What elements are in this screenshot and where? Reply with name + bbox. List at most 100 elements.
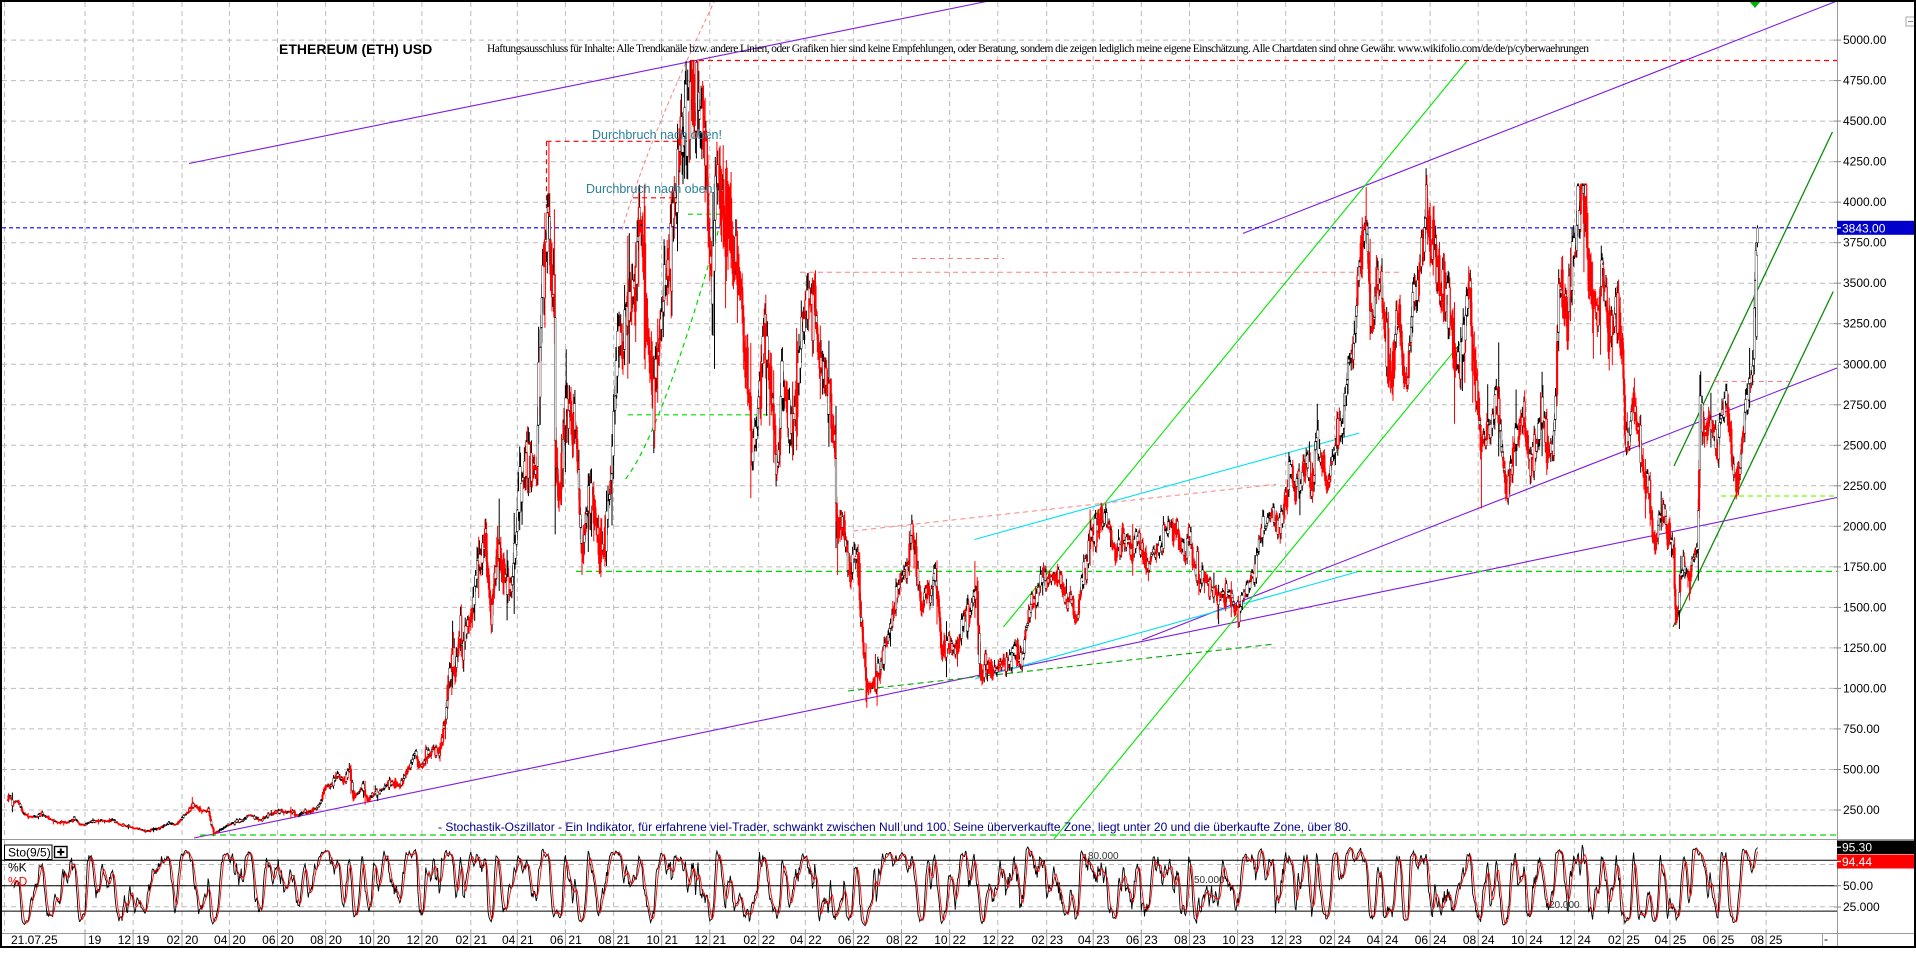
svg-text:04: 04: [790, 933, 804, 947]
svg-text:04: 04: [1078, 933, 1092, 947]
svg-text:12: 12: [694, 933, 708, 947]
svg-text:08: 08: [1174, 933, 1188, 947]
svg-text:06: 06: [838, 933, 852, 947]
svg-text:4750.00: 4750.00: [1843, 74, 1887, 88]
svg-text:23: 23: [1193, 933, 1207, 947]
svg-text:08: 08: [310, 933, 324, 947]
svg-text:25: 25: [1673, 933, 1687, 947]
svg-text:22: 22: [762, 933, 776, 947]
svg-text:22: 22: [856, 933, 870, 947]
svg-text:1000.00: 1000.00: [1843, 681, 1887, 695]
svg-text:23: 23: [1096, 933, 1110, 947]
svg-text:22: 22: [808, 933, 822, 947]
svg-text:- Stochastik-Oszillator - Ein: - Stochastik-Oszillator - Ein Indikator,…: [438, 820, 1351, 834]
svg-text:20: 20: [185, 933, 199, 947]
svg-text:3500.00: 3500.00: [1843, 276, 1887, 290]
svg-text:20: 20: [329, 933, 343, 947]
svg-text:20: 20: [377, 933, 391, 947]
svg-text:24: 24: [1433, 933, 1447, 947]
svg-text:2500.00: 2500.00: [1843, 438, 1887, 452]
svg-text:08: 08: [886, 933, 900, 947]
svg-text:10: 10: [1222, 933, 1236, 947]
svg-text:12: 12: [407, 933, 421, 947]
svg-text:02: 02: [167, 933, 181, 947]
svg-text:2250.00: 2250.00: [1843, 479, 1887, 493]
svg-text:21: 21: [474, 933, 488, 947]
svg-text:23: 23: [1050, 933, 1064, 947]
svg-text:80.000: 80.000: [1088, 851, 1119, 862]
svg-text:19: 19: [136, 933, 150, 947]
svg-text:Sto(9/5): Sto(9/5): [8, 846, 51, 860]
svg-text:24: 24: [1529, 933, 1543, 947]
svg-text:94.44: 94.44: [1842, 855, 1872, 869]
svg-text:06: 06: [550, 933, 564, 947]
svg-text:12: 12: [1270, 933, 1284, 947]
svg-text:250.00: 250.00: [1843, 803, 1880, 817]
svg-text:02: 02: [1608, 933, 1622, 947]
svg-text:24: 24: [1385, 933, 1399, 947]
svg-text:24: 24: [1577, 933, 1591, 947]
svg-text:20: 20: [232, 933, 246, 947]
svg-text:1250.00: 1250.00: [1843, 641, 1887, 655]
svg-text:3000.00: 3000.00: [1843, 357, 1887, 371]
svg-text:24: 24: [1481, 933, 1495, 947]
svg-text:04: 04: [1655, 933, 1669, 947]
svg-text:500.00: 500.00: [1843, 763, 1880, 777]
svg-text:22: 22: [905, 933, 919, 947]
svg-text:25: 25: [1769, 933, 1783, 947]
svg-text:750.00: 750.00: [1843, 722, 1880, 736]
svg-text:04: 04: [502, 933, 516, 947]
svg-text:4250.00: 4250.00: [1843, 155, 1887, 169]
svg-text:06: 06: [1126, 933, 1140, 947]
svg-text:5000.00: 5000.00: [1843, 33, 1887, 47]
svg-text:12: 12: [1559, 933, 1573, 947]
svg-text:%K: %K: [8, 861, 27, 875]
svg-text:02: 02: [1031, 933, 1045, 947]
svg-text:08: 08: [1751, 933, 1765, 947]
svg-text:1750.00: 1750.00: [1843, 560, 1887, 574]
svg-text:ETHEREUM (ETH) USD: ETHEREUM (ETH) USD: [279, 41, 432, 57]
svg-text:25: 25: [1626, 933, 1640, 947]
svg-text:3250.00: 3250.00: [1843, 317, 1887, 331]
svg-text:21: 21: [617, 933, 631, 947]
svg-text:21: 21: [520, 933, 534, 947]
svg-text:10: 10: [1511, 933, 1525, 947]
svg-text:4000.00: 4000.00: [1843, 195, 1887, 209]
svg-text:50.000: 50.000: [1194, 875, 1225, 886]
svg-text:Haftungsausschluss für Inhalte: Haftungsausschluss für Inhalte: Alle Tre…: [487, 43, 1589, 55]
svg-text:04: 04: [214, 933, 228, 947]
svg-text:2750.00: 2750.00: [1843, 398, 1887, 412]
svg-text:21: 21: [713, 933, 727, 947]
svg-text:06: 06: [1703, 933, 1717, 947]
svg-text:06: 06: [1415, 933, 1429, 947]
svg-text:22: 22: [953, 933, 967, 947]
svg-text:20.000: 20.000: [1549, 900, 1580, 911]
svg-text:10: 10: [358, 933, 372, 947]
svg-text:Durchbruch nach oben!: Durchbruch nach oben!: [592, 128, 722, 142]
svg-text:23: 23: [1289, 933, 1303, 947]
svg-text:23: 23: [1241, 933, 1255, 947]
svg-text:20: 20: [281, 933, 295, 947]
svg-text:50.00: 50.00: [1843, 879, 1873, 893]
svg-text:10: 10: [646, 933, 660, 947]
svg-text:08: 08: [598, 933, 612, 947]
svg-text:22: 22: [1001, 933, 1015, 947]
svg-text:2000.00: 2000.00: [1843, 519, 1887, 533]
svg-text:06: 06: [262, 933, 276, 947]
svg-text:Durchbruch nach oben!: Durchbruch nach oben!: [586, 182, 716, 196]
svg-text:25.000: 25.000: [1843, 900, 1880, 914]
svg-text:21: 21: [665, 933, 679, 947]
svg-text:%D: %D: [8, 875, 28, 889]
svg-text:23: 23: [1144, 933, 1158, 947]
svg-text:08: 08: [1463, 933, 1477, 947]
svg-text:4500.00: 4500.00: [1843, 114, 1887, 128]
svg-text:3750.00: 3750.00: [1843, 236, 1887, 250]
svg-text:-: -: [1824, 932, 1828, 946]
svg-text:20: 20: [425, 933, 439, 947]
svg-text:02: 02: [455, 933, 469, 947]
svg-text:21.07.25: 21.07.25: [11, 933, 58, 947]
svg-text:10: 10: [934, 933, 948, 947]
svg-text:3843.00: 3843.00: [1842, 222, 1886, 236]
svg-text:19: 19: [88, 933, 102, 947]
svg-text:02: 02: [1319, 933, 1333, 947]
